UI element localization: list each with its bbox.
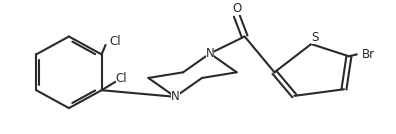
Text: Cl: Cl [116,72,127,85]
Text: Cl: Cl [110,35,121,48]
Text: Br: Br [362,48,375,61]
Text: S: S [312,31,319,44]
Text: N: N [171,90,179,103]
Text: N: N [206,47,214,60]
Text: O: O [232,2,241,15]
